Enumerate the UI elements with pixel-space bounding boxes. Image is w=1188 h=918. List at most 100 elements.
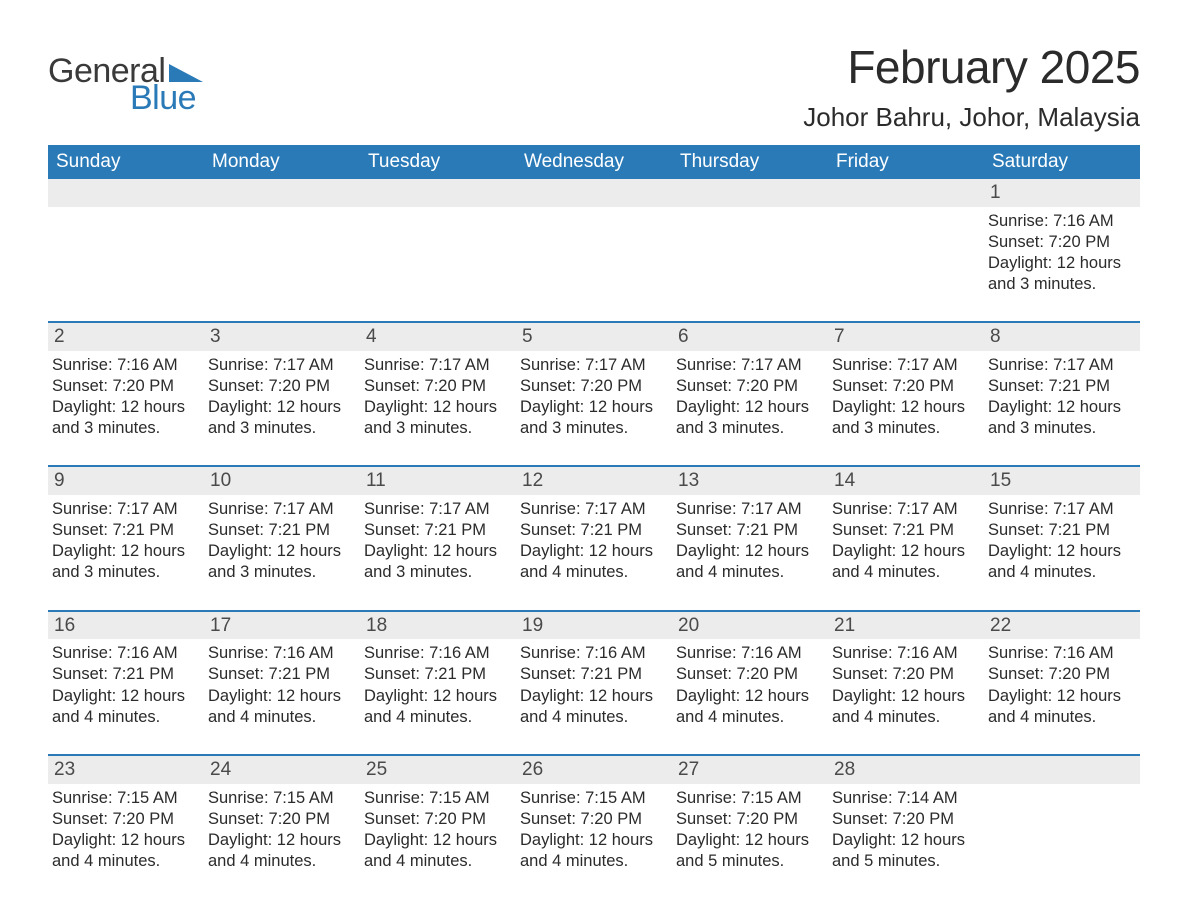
daylight-line: Daylight: 12 hours and 4 minutes. <box>520 830 668 872</box>
day-number: 22 <box>984 610 1140 640</box>
daynum-row: 1 <box>48 179 1140 207</box>
sunrise-line: Sunrise: 7:15 AM <box>208 788 356 809</box>
header: General Blue February 2025 Johor Bahru, … <box>48 40 1140 133</box>
sunrise-line: Sunrise: 7:17 AM <box>520 355 668 376</box>
day-number: 12 <box>516 465 672 495</box>
day-data: Sunrise: 7:17 AMSunset: 7:21 PMDaylight:… <box>360 495 516 591</box>
empty-day <box>204 179 360 207</box>
daylight-line: Daylight: 12 hours and 4 minutes. <box>988 686 1136 728</box>
day-data: Sunrise: 7:17 AMSunset: 7:20 PMDaylight:… <box>672 351 828 447</box>
day-data: Sunrise: 7:17 AMSunset: 7:21 PMDaylight:… <box>48 495 204 591</box>
day-data: Sunrise: 7:16 AMSunset: 7:20 PMDaylight:… <box>672 639 828 735</box>
daynum-row: 16171819202122 <box>48 610 1140 640</box>
sunrise-line: Sunrise: 7:17 AM <box>208 355 356 376</box>
sunrise-line: Sunrise: 7:15 AM <box>676 788 824 809</box>
day-data: Sunrise: 7:15 AMSunset: 7:20 PMDaylight:… <box>672 784 828 880</box>
empty-cell <box>204 207 360 219</box>
daylight-line: Daylight: 12 hours and 3 minutes. <box>988 253 1136 295</box>
day-number: 11 <box>360 465 516 495</box>
sunset-line: Sunset: 7:21 PM <box>208 520 356 541</box>
sunset-line: Sunset: 7:21 PM <box>52 520 200 541</box>
day-data: Sunrise: 7:17 AMSunset: 7:20 PMDaylight:… <box>828 351 984 447</box>
day-data: Sunrise: 7:16 AMSunset: 7:21 PMDaylight:… <box>48 639 204 735</box>
sunset-line: Sunset: 7:20 PM <box>52 376 200 397</box>
sunrise-line: Sunrise: 7:17 AM <box>676 499 824 520</box>
empty-day <box>48 179 204 207</box>
empty-day <box>516 179 672 207</box>
sunrise-line: Sunrise: 7:17 AM <box>988 355 1136 376</box>
daylight-line: Daylight: 12 hours and 3 minutes. <box>364 541 512 583</box>
day-data: Sunrise: 7:15 AMSunset: 7:20 PMDaylight:… <box>204 784 360 880</box>
weekday-header: Saturday <box>984 145 1140 179</box>
daylight-line: Daylight: 12 hours and 3 minutes. <box>988 397 1136 439</box>
day-data: Sunrise: 7:17 AMSunset: 7:21 PMDaylight:… <box>204 495 360 591</box>
day-data: Sunrise: 7:17 AMSunset: 7:20 PMDaylight:… <box>360 351 516 447</box>
sunrise-line: Sunrise: 7:16 AM <box>832 643 980 664</box>
day-data: Sunrise: 7:16 AMSunset: 7:20 PMDaylight:… <box>984 639 1140 735</box>
day-number: 16 <box>48 610 204 640</box>
day-data: Sunrise: 7:17 AMSunset: 7:21 PMDaylight:… <box>828 495 984 591</box>
empty-cell <box>360 207 516 219</box>
title-block: February 2025 Johor Bahru, Johor, Malays… <box>803 40 1140 133</box>
daylight-line: Daylight: 12 hours and 3 minutes. <box>208 541 356 583</box>
calendar-page: General Blue February 2025 Johor Bahru, … <box>0 0 1188 918</box>
sunset-line: Sunset: 7:21 PM <box>988 520 1136 541</box>
sunset-line: Sunset: 7:21 PM <box>208 664 356 685</box>
logo-text-blue: Blue <box>130 79 196 118</box>
day-number: 20 <box>672 610 828 640</box>
daylight-line: Daylight: 12 hours and 4 minutes. <box>208 830 356 872</box>
sunrise-line: Sunrise: 7:14 AM <box>832 788 980 809</box>
daylight-line: Daylight: 12 hours and 4 minutes. <box>520 686 668 728</box>
sunset-line: Sunset: 7:20 PM <box>676 376 824 397</box>
empty-day <box>672 179 828 207</box>
sunset-line: Sunset: 7:20 PM <box>832 376 980 397</box>
sunrise-line: Sunrise: 7:17 AM <box>520 499 668 520</box>
sunrise-line: Sunrise: 7:16 AM <box>364 643 512 664</box>
daynum-row: 232425262728 <box>48 754 1140 784</box>
day-body-row: Sunrise: 7:16 AMSunset: 7:20 PMDaylight:… <box>48 207 1140 321</box>
empty-day <box>828 179 984 207</box>
sunset-line: Sunset: 7:21 PM <box>52 664 200 685</box>
daynum-row: 9101112131415 <box>48 465 1140 495</box>
sunrise-line: Sunrise: 7:15 AM <box>52 788 200 809</box>
day-data: Sunrise: 7:14 AMSunset: 7:20 PMDaylight:… <box>828 784 984 880</box>
daylight-line: Daylight: 12 hours and 4 minutes. <box>676 541 824 583</box>
sunrise-line: Sunrise: 7:16 AM <box>52 643 200 664</box>
day-number: 6 <box>672 321 828 351</box>
day-number: 10 <box>204 465 360 495</box>
day-data: Sunrise: 7:16 AMSunset: 7:21 PMDaylight:… <box>516 639 672 735</box>
daylight-line: Daylight: 12 hours and 3 minutes. <box>676 397 824 439</box>
daylight-line: Daylight: 12 hours and 4 minutes. <box>520 541 668 583</box>
daylight-line: Daylight: 12 hours and 4 minutes. <box>52 686 200 728</box>
day-number: 1 <box>984 179 1140 207</box>
sunrise-line: Sunrise: 7:17 AM <box>676 355 824 376</box>
day-number: 25 <box>360 754 516 784</box>
day-number: 15 <box>984 465 1140 495</box>
empty-cell <box>48 207 204 219</box>
day-data: Sunrise: 7:16 AMSunset: 7:20 PMDaylight:… <box>984 207 1140 303</box>
day-data: Sunrise: 7:17 AMSunset: 7:21 PMDaylight:… <box>672 495 828 591</box>
day-body-row: Sunrise: 7:15 AMSunset: 7:20 PMDaylight:… <box>48 784 1140 898</box>
day-number: 27 <box>672 754 828 784</box>
daylight-line: Daylight: 12 hours and 4 minutes. <box>208 686 356 728</box>
day-data: Sunrise: 7:17 AMSunset: 7:21 PMDaylight:… <box>984 495 1140 591</box>
sunset-line: Sunset: 7:20 PM <box>520 376 668 397</box>
day-data: Sunrise: 7:16 AMSunset: 7:20 PMDaylight:… <box>828 639 984 735</box>
weekday-header: Tuesday <box>360 145 516 179</box>
weekday-header: Wednesday <box>516 145 672 179</box>
daylight-line: Daylight: 12 hours and 4 minutes. <box>364 830 512 872</box>
sunrise-line: Sunrise: 7:17 AM <box>832 499 980 520</box>
daynum-row: 2345678 <box>48 321 1140 351</box>
weekday-header: Sunday <box>48 145 204 179</box>
sunset-line: Sunset: 7:21 PM <box>676 520 824 541</box>
empty-day <box>984 754 1140 784</box>
daylight-line: Daylight: 12 hours and 5 minutes. <box>832 830 980 872</box>
day-data: Sunrise: 7:17 AMSunset: 7:20 PMDaylight:… <box>516 351 672 447</box>
sunset-line: Sunset: 7:21 PM <box>988 376 1136 397</box>
weekday-header: Friday <box>828 145 984 179</box>
day-number: 14 <box>828 465 984 495</box>
day-number: 18 <box>360 610 516 640</box>
sunset-line: Sunset: 7:21 PM <box>832 520 980 541</box>
sunset-line: Sunset: 7:20 PM <box>832 664 980 685</box>
empty-cell <box>828 207 984 219</box>
